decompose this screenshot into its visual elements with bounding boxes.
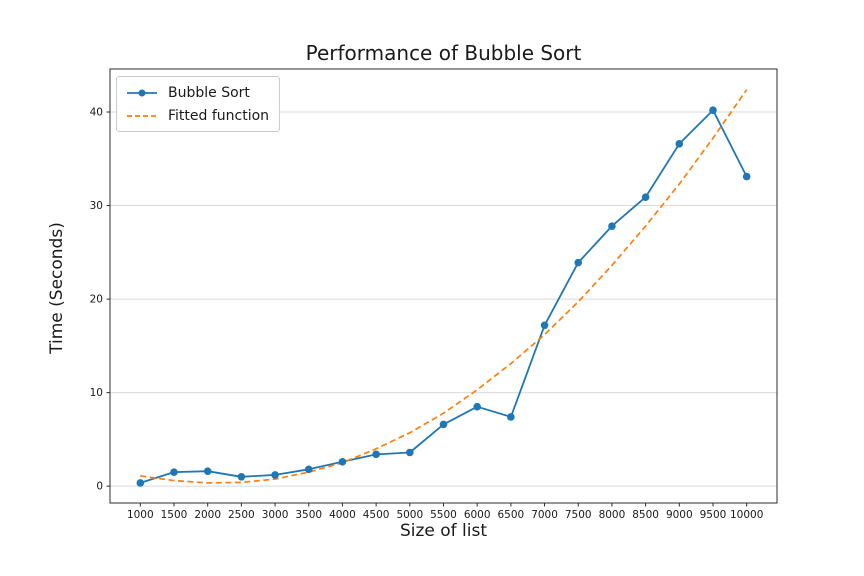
x-tick-label: 1500 (161, 509, 188, 521)
x-tick-label: 9000 (666, 509, 693, 521)
data-point-marker (372, 450, 380, 459)
x-tick-label: 6000 (464, 509, 491, 521)
legend-dashed-line-sample (127, 114, 157, 117)
x-tick-label: 4000 (329, 509, 356, 521)
x-tick-label: 5000 (396, 509, 423, 521)
y-tick-label: 0 (96, 481, 103, 493)
series-fitted-function-line (140, 89, 748, 484)
y-tick-label: 10 (90, 387, 103, 399)
y-tick-label: 20 (90, 294, 103, 306)
x-tick-label: 5500 (430, 509, 457, 521)
data-point-marker (170, 468, 178, 476)
data-point-marker (237, 473, 246, 481)
legend-entry-bubble-sort: Bubble Sort (125, 82, 269, 103)
y-axis-label: Time (Seconds) (47, 222, 67, 354)
data-point-marker (136, 479, 145, 487)
x-tick-label: 8000 (599, 509, 626, 521)
legend-label-fitted-function: Fitted function (168, 107, 270, 124)
data-point-marker (507, 413, 515, 421)
x-tick-label: 7500 (565, 509, 592, 521)
legend-line-marker-sample (127, 89, 157, 96)
x-tick-label: 6500 (498, 509, 525, 521)
x-tick-label: 1000 (127, 509, 154, 521)
data-point-marker (641, 193, 650, 201)
x-tick-label: 8500 (632, 509, 659, 521)
x-tick-label: 2000 (194, 509, 221, 521)
x-tick-label: 4500 (363, 509, 390, 521)
x-axis-label: Size of list (399, 521, 488, 541)
y-tick-label: 30 (90, 200, 103, 212)
data-point-marker (574, 258, 583, 267)
data-point-marker (203, 467, 212, 475)
x-tick-label: 3000 (262, 509, 289, 521)
data-point-marker (709, 106, 717, 114)
data-point-marker (271, 471, 279, 479)
x-tick-label: 7000 (531, 509, 558, 521)
data-point-marker (439, 420, 448, 429)
x-tick-label: 9500 (700, 509, 727, 521)
data-point-marker (473, 402, 481, 411)
y-tick-label: 40 (90, 107, 103, 119)
legend-entry-fitted-function: Fitted function (125, 105, 269, 126)
data-point-marker (675, 140, 684, 148)
x-tick-label: 3500 (295, 509, 322, 521)
legend-label-bubble-sort: Bubble Sort (168, 84, 250, 101)
data-point-marker (742, 172, 751, 181)
x-tick-label: 2500 (228, 509, 255, 521)
data-point-marker (608, 222, 616, 230)
data-point-marker (338, 458, 347, 466)
legend: Bubble Sort Fitted function (116, 76, 281, 132)
data-point-marker (406, 448, 414, 457)
chart-title: Performance of Bubble Sort (305, 41, 582, 65)
data-point-marker (540, 321, 549, 330)
data-point-marker (304, 465, 313, 474)
plot-area-border (109, 68, 778, 504)
x-tick-label: 10000 (730, 509, 763, 521)
